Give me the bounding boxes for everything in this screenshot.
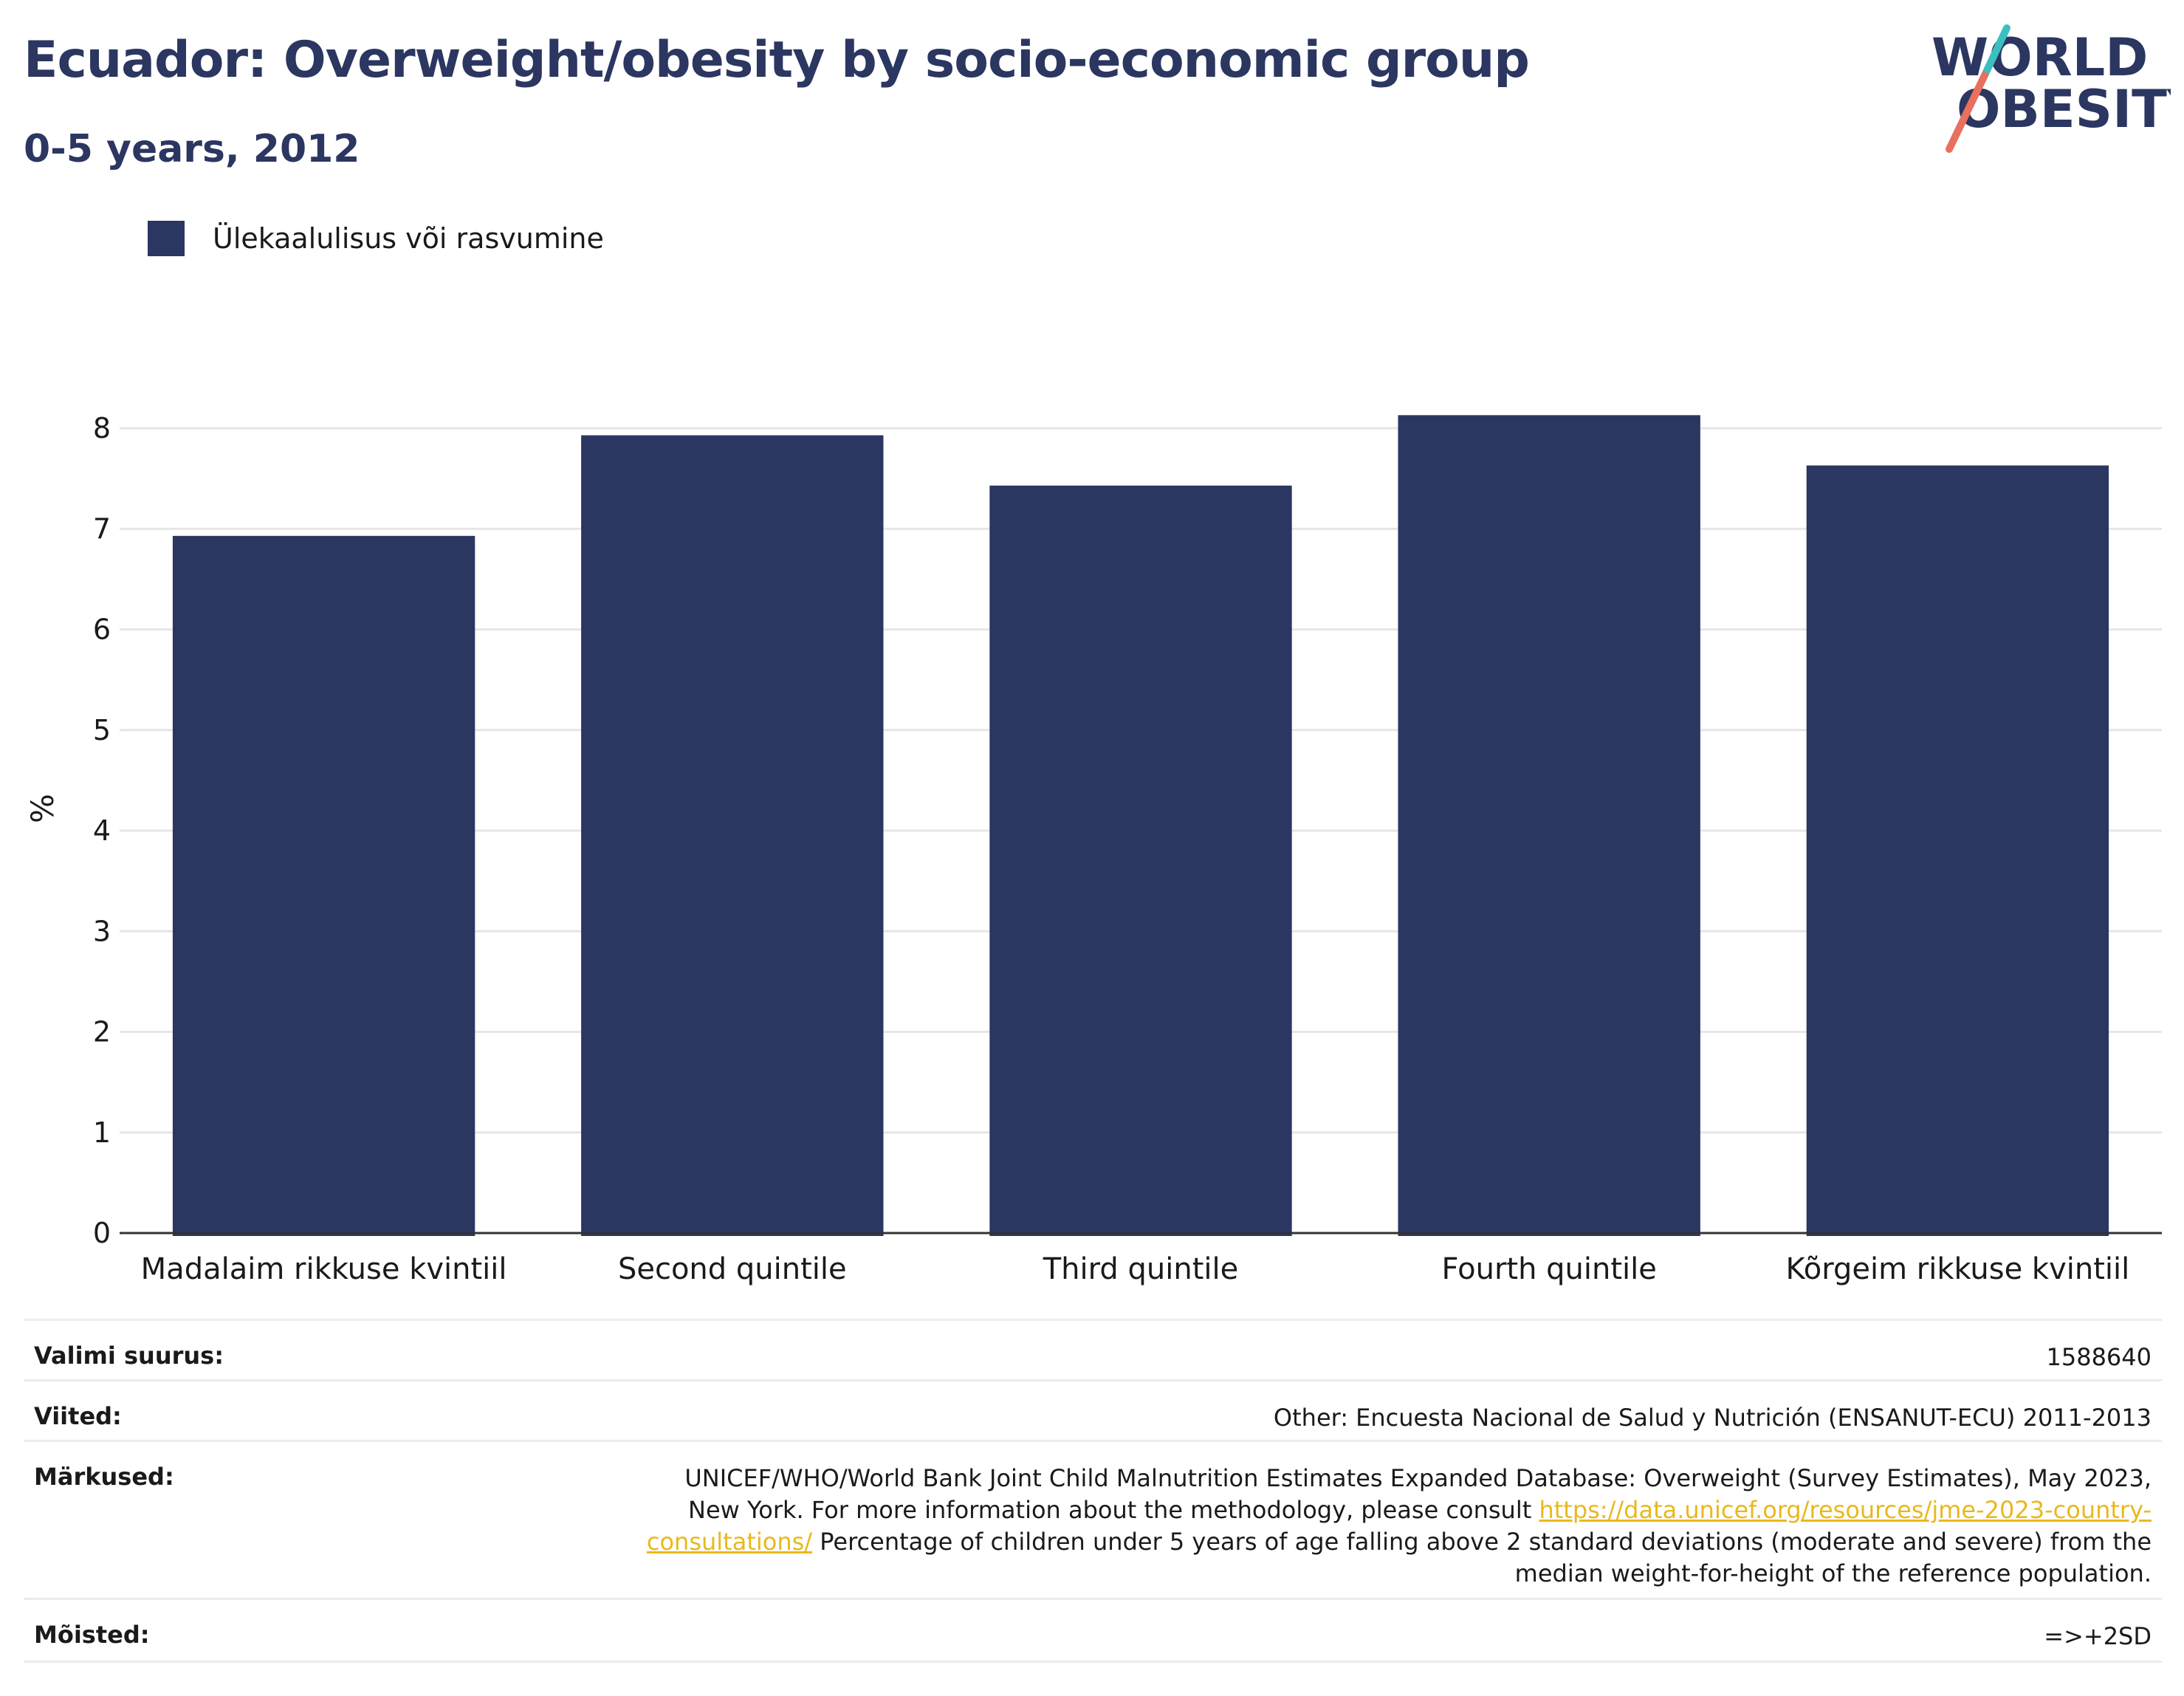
bar-chart: 0 1 2 3 4 5 6 7 8 Madalaim rikkuse kvintiil Second…	[24, 412, 2162, 1286]
legend-label: Ülekaalulisus või rasvumine	[213, 222, 604, 255]
world-obesity-logo: WORLD OBESITY	[1931, 24, 2171, 153]
notes-value: UNICEF/WHO/World Bank Joint Child Malnut…	[631, 1463, 2152, 1590]
y-tick-label: 8	[93, 412, 111, 444]
x-tick-label: Madalaim rikkuse kvintiil	[141, 1252, 507, 1286]
logo-line-2: OBESITY	[1957, 79, 2171, 140]
meta-row-references: Viited: Other: Encuesta Nacional de Salu…	[24, 1379, 2162, 1442]
references-value: Other: Encuesta Nacional de Salud y Nutr…	[1273, 1404, 2152, 1432]
legend-swatch	[148, 221, 185, 256]
bar	[1398, 415, 1700, 1236]
y-tick-label: 6	[93, 614, 111, 646]
sample-size-label: Valimi suurus:	[34, 1342, 224, 1370]
sample-size-value: 1588640	[2046, 1343, 2152, 1371]
x-tick-label: Fourth quintile	[1442, 1252, 1657, 1286]
y-tick-label: 3	[93, 915, 111, 947]
meta-row-sample-size: Valimi suurus: 1588640	[24, 1319, 2162, 1381]
bar	[581, 435, 884, 1236]
references-label: Viited:	[34, 1402, 122, 1430]
bar	[989, 485, 1292, 1236]
notes-text-after: Percentage of children under 5 years of …	[812, 1528, 2152, 1587]
notes-text-before: UNICEF/WHO/World Bank Joint Child Malnut…	[684, 1464, 2152, 1524]
x-tick-label: Kõrgeim rikkuse kvintiil	[1786, 1252, 2130, 1286]
chart-title: Ecuador: Overweight/obesity by socio-eco…	[24, 31, 1530, 89]
y-tick-label: 1	[93, 1116, 111, 1149]
y-tick-label: 2	[93, 1016, 111, 1048]
x-tick-label: Third quintile	[1043, 1252, 1238, 1286]
notes-label: Märkused:	[34, 1463, 174, 1491]
y-axis-label: %	[24, 794, 61, 823]
methodology-link[interactable]: https://data.unicef.org/resources/jme-20…	[646, 1496, 2152, 1556]
logo-line-1: WORLD	[1931, 27, 2148, 88]
meta-row-notes: Märkused: UNICEF/WHO/World Bank Joint Ch…	[24, 1440, 2162, 1600]
logo-slash-coral	[1946, 72, 1988, 153]
logo-slash-teal	[1981, 24, 2010, 79]
meta-row-definitions: Mõisted: =>+2SD	[24, 1598, 2162, 1663]
bar	[1806, 465, 2109, 1236]
chart-legend: Ülekaalulisus või rasvumine	[148, 219, 604, 258]
y-tick-label: 7	[93, 512, 111, 545]
y-tick-label: 0	[93, 1217, 111, 1249]
y-tick-label: 4	[93, 814, 111, 847]
x-tick-label: Second quintile	[618, 1252, 847, 1286]
y-tick-label: 5	[93, 714, 111, 746]
bar	[172, 535, 475, 1236]
chart-subtitle: 0-5 years, 2012	[24, 127, 360, 171]
definitions-value: =>+2SD	[2044, 1622, 2152, 1650]
definitions-label: Mõisted:	[34, 1621, 150, 1649]
